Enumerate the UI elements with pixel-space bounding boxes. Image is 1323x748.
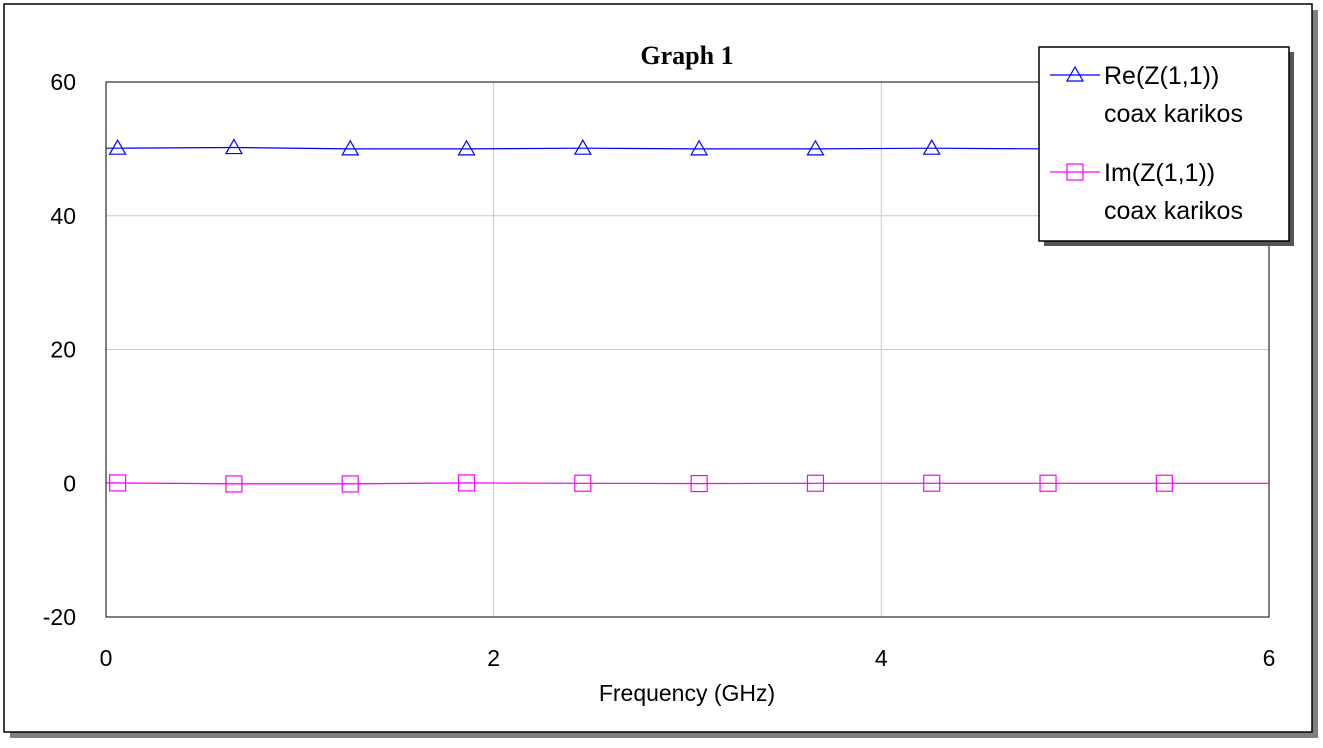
data-point-marker — [573, 138, 592, 155]
y-tick-label: 20 — [50, 337, 76, 363]
series-1 — [106, 474, 1269, 493]
legend-label-line2: coax karikos — [1104, 197, 1243, 225]
y-tick-label: 60 — [50, 69, 76, 95]
y-axis-ticks: 60 40 20 0 -20 — [43, 69, 76, 630]
data-point-marker — [457, 474, 476, 492]
x-tick-label: 2 — [487, 645, 500, 671]
legend-entry: Im(Z(1,1)) coax karikos — [1050, 159, 1243, 225]
legend: Re(Z(1,1)) coax karikos Im(Z(1,1)) coax kar… — [1038, 46, 1294, 246]
legend-swatch-marker — [1065, 65, 1085, 82]
data-point-marker — [1155, 474, 1173, 492]
x-axis-label: Frequency (GHz) — [599, 680, 775, 706]
legend-label: Re(Z(1,1)) — [1104, 62, 1219, 90]
data-point-marker — [690, 139, 709, 156]
series-line — [106, 482, 1269, 485]
plot-area-border — [105, 81, 1270, 618]
legend-entry: Re(Z(1,1)) coax karikos — [1050, 62, 1243, 128]
y-tick-label: 0 — [63, 470, 76, 496]
legend-label: Im(Z(1,1)) — [1104, 159, 1215, 187]
y-tick-label: -20 — [43, 604, 76, 630]
x-tick-label: 6 — [1263, 645, 1276, 671]
data-point-marker — [806, 139, 825, 156]
x-tick-label: 4 — [875, 645, 888, 671]
data-point-marker — [109, 474, 127, 492]
legend-items: Re(Z(1,1)) coax karikos Im(Z(1,1)) coax kar… — [1050, 62, 1243, 225]
data-point-marker — [1039, 474, 1057, 492]
legend-swatch-marker — [1066, 163, 1084, 181]
data-point-marker — [224, 138, 243, 155]
y-tick-label: 40 — [50, 203, 76, 229]
legend-label-line2: coax karikos — [1104, 100, 1243, 128]
x-axis-ticks: 0 2 4 6 — [100, 645, 1276, 671]
data-point-marker — [574, 474, 592, 492]
data-point-marker — [806, 474, 825, 492]
data-point-marker — [108, 138, 127, 155]
legend-box — [1038, 46, 1290, 242]
data-point-marker — [341, 475, 359, 493]
data-point-marker — [225, 475, 243, 493]
data-point-marker — [341, 139, 360, 156]
data-point-marker — [923, 474, 941, 492]
x-tick-label: 0 — [100, 645, 113, 671]
data-point-marker — [457, 139, 476, 156]
chart-title: Graph 1 — [640, 41, 733, 70]
data-point-marker — [690, 474, 708, 493]
data-point-marker — [922, 138, 941, 155]
